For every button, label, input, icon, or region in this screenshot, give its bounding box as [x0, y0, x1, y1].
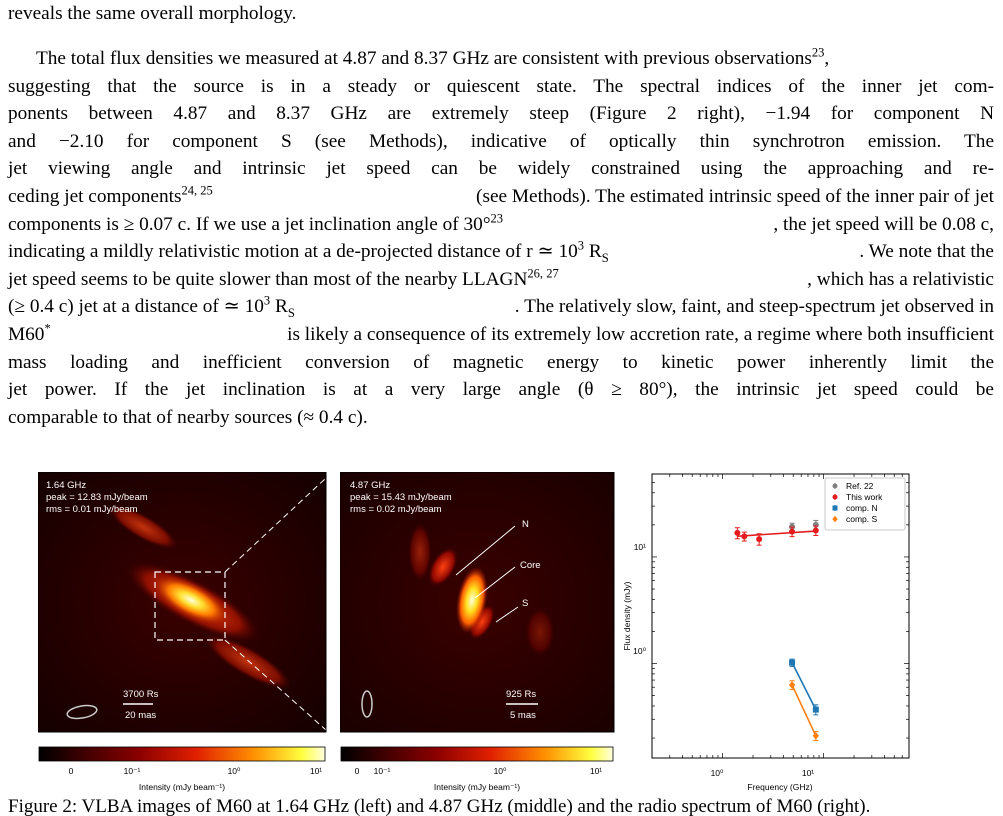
scale-bar-bottom-label: 5 mas: [510, 710, 536, 721]
data-point: [756, 536, 763, 543]
plot-marks: [734, 519, 820, 741]
jet-emission-outer: [107, 504, 179, 550]
text-line: jet speed seems to be quite slower than …: [8, 266, 994, 290]
core-emission: [153, 575, 229, 625]
data-point: [812, 731, 820, 740]
axis-ticks: [651, 473, 910, 758]
y-tick-label: 10¹: [634, 542, 646, 552]
figure-caption: Figure 2: VLBA images of M60 at 1.64 GHz…: [8, 796, 871, 816]
colorbar-tick-label: 10¹: [310, 766, 322, 776]
colorbar-label: Intensity (mJy beam⁻¹): [434, 782, 520, 792]
text-line: suggesting that the source is in a stead…: [8, 75, 994, 97]
data-point: [789, 528, 796, 535]
label-line-n: [455, 525, 516, 576]
fit-line: [737, 530, 816, 538]
data-point: [789, 659, 796, 666]
legend-label: comp. S: [846, 514, 878, 524]
zoom-box: [154, 571, 226, 641]
colorbar-tick-label: 10⁻¹: [374, 766, 391, 776]
zoom-line: [224, 477, 327, 573]
plot-frame: [651, 473, 910, 759]
text-line: components is ≥ 0.07 c. If we use a jet …: [8, 211, 994, 235]
text-line: ponents between 4.87 and 8.37 GHz are ex…: [8, 103, 994, 125]
scale-bar-bottom-label: 20 mas: [125, 710, 156, 721]
text-line: and −2.10 for component S (see Methods),…: [8, 130, 994, 152]
legend-marker: [832, 483, 838, 489]
colorbar: [340, 746, 614, 762]
fit-line: [791, 662, 817, 710]
panel-rms: rms = 0.02 mJy/beam: [350, 504, 442, 515]
text-line: ceding jet components24, 25 (see Methods)…: [8, 183, 994, 207]
scale-bar-top-label: 3700 Rs: [123, 689, 159, 700]
left-radio-image-panel: 1.64 GHz peak = 12.83 mJy/beam rms = 0.0…: [38, 472, 327, 792]
fit-line: [791, 684, 817, 737]
legend-marker: [832, 505, 838, 511]
colorbar-tick-label: 0: [355, 766, 360, 776]
text-line: comparable to that of nearby sources (≈ …: [8, 406, 368, 428]
legend-label: Ref. 22: [846, 481, 874, 491]
data-point: [812, 527, 819, 534]
body-text-top: reveals the same overall morphology.: [8, 0, 994, 28]
panel-peak: peak = 15.43 mJy/beam: [350, 492, 452, 503]
body-paragraph: The total flux densities we measured at …: [8, 45, 994, 431]
data-point: [812, 706, 819, 713]
panel-rms: rms = 0.01 mJy/beam: [46, 504, 138, 515]
panel-peak: peak = 12.83 mJy/beam: [46, 492, 148, 503]
text-line: indicating a mildly relativistic motion …: [8, 238, 994, 266]
colorbar-label: Intensity (mJy beam⁻¹): [139, 782, 225, 792]
colorbar-tick-label: 10⁻¹: [124, 766, 141, 776]
x-axis-label: Frequency (GHz): [747, 782, 812, 792]
legend: Ref. 22 This work comp. N comp. S: [824, 477, 906, 531]
component-s-emission: [468, 603, 496, 641]
text-line: The total flux densities we measured at …: [36, 45, 830, 69]
data-point: [741, 533, 748, 540]
legend-marker: [832, 494, 838, 500]
jet-emission-outer: [204, 634, 292, 690]
label-line-s: [495, 606, 519, 623]
x-tick-label: 10¹: [802, 768, 814, 778]
text-line: M60* is likely a consequence of its extr…: [8, 321, 994, 345]
beam-ellipse: [361, 690, 373, 718]
legend-label: This work: [846, 492, 883, 502]
image-frame: [38, 472, 327, 733]
core-emission: [456, 566, 488, 634]
panel-frequency: 1.64 GHz: [46, 480, 86, 491]
spectrum-chart: 10⁰ 10¹ 10⁰ 10¹ Frequency (GHz) Flux den…: [622, 473, 910, 792]
data-point: [734, 529, 741, 536]
colorbar-tick-label: 10⁰: [228, 766, 241, 776]
label-line-core: [474, 566, 516, 599]
x-tick-label: 10⁰: [711, 768, 724, 778]
text-line: jet power. If the jet inclination is at …: [8, 379, 994, 401]
data-point: [788, 681, 796, 689]
component-label-n: N: [522, 519, 529, 530]
legend-marker: [832, 515, 838, 523]
beam-ellipse: [66, 704, 98, 720]
scale-bar-top-label: 925 Rs: [506, 689, 536, 700]
text-line: reveals the same overall morphology.: [8, 3, 297, 24]
panel-frequency: 4.87 GHz: [350, 480, 390, 491]
legend-box: [824, 477, 906, 531]
zoom-line: [224, 639, 327, 731]
colorbar-tick-label: 10⁰: [494, 766, 507, 776]
colorbar-tick-label: 0: [69, 766, 74, 776]
image-frame: [340, 472, 615, 733]
component-label-s: S: [522, 598, 528, 609]
middle-radio-image-panel: N Core S 4.87 GHz peak = 15.43 mJy/beam …: [340, 472, 615, 792]
y-axis-label: Flux density (mJy): [622, 581, 632, 650]
legend-label: comp. N: [846, 503, 878, 513]
colorbar-tick-label: 10¹: [590, 766, 602, 776]
text-line: jet viewing angle and intrinsic jet spee…: [8, 158, 994, 180]
component-n-emission: [427, 547, 459, 587]
text-line: (≥ 0.4 c) jet at a distance of ≃ 103 RS.…: [8, 293, 994, 321]
colorbar: [38, 746, 326, 762]
background-emission: [408, 522, 432, 582]
y-tick-label: 10⁰: [633, 646, 646, 656]
background-emission: [525, 607, 555, 657]
text-line: mass loading and inefficient conversion …: [8, 351, 994, 373]
component-label-core: Core: [520, 560, 541, 571]
